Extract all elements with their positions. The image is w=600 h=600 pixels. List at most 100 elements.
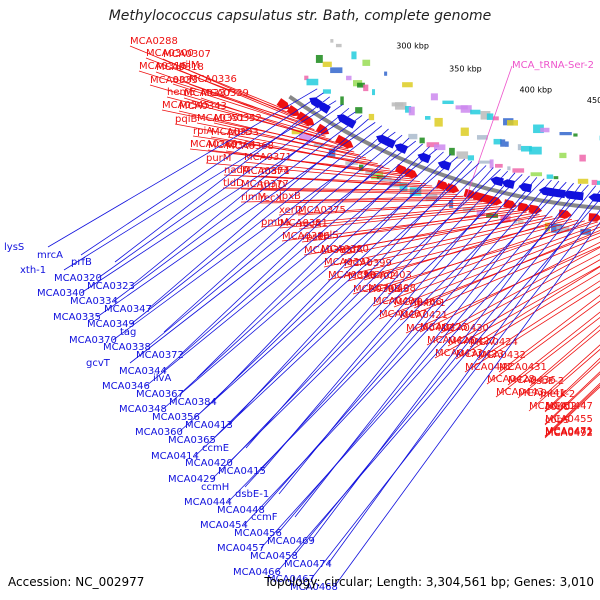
reverse-label-leader [129, 140, 417, 364]
reverse-gene-label: MCA0349 [87, 319, 135, 330]
trna-gene-label: MCA_tRNA-Ser-2 [512, 60, 594, 71]
feature-block [408, 133, 418, 140]
forward-label-leader [477, 280, 600, 361]
feature-block [580, 228, 591, 235]
feature-block [363, 84, 369, 92]
feature-block [556, 226, 570, 233]
reverse-label-leader [243, 181, 567, 526]
feature-block [368, 113, 375, 121]
reverse-gene-label: MCA0367 [136, 389, 184, 400]
forward-label-leader [544, 373, 600, 426]
feature-block [394, 102, 407, 110]
forward-gene-arrow [276, 98, 290, 110]
feature-block [505, 141, 509, 147]
reverse-gene-label: MCA0384 [169, 397, 217, 408]
forward-gene-arrow [394, 163, 409, 175]
forward-gene-label: MCA0351 [197, 113, 245, 124]
forward-gene-label: MCA0455 [545, 414, 593, 425]
reverse-gene-label: MCA0468 [290, 582, 338, 593]
reverse-gene-label: MCA0372 [136, 350, 184, 361]
reverse-gene-label: mrcA [37, 250, 63, 261]
reverse-gene-label: MCA0365 [168, 435, 216, 446]
reverse-label-leader [96, 122, 376, 318]
forward-gene-arrow [435, 179, 450, 190]
forward-label-leader [213, 122, 367, 159]
reverse-gene-label: MCA0338 [103, 342, 151, 353]
feature-block [480, 110, 491, 120]
forward-label-leader [340, 214, 540, 256]
feature-block [530, 172, 543, 177]
tick-label: 350 kbp [449, 64, 482, 73]
tick-label: 450 kbp [587, 96, 600, 105]
feature-block [559, 132, 572, 136]
forward-label-leader [544, 384, 600, 438]
reverse-gene-label: MCA0347 [104, 304, 152, 315]
reverse-label-leader [145, 148, 437, 387]
forward-gene-label: MCA0443 [496, 387, 544, 398]
forward-gene-label: nadA [224, 165, 250, 176]
reverse-gene-label: xth-1 [20, 265, 46, 276]
feature-block [492, 116, 499, 121]
forward-gene-label: cobU [545, 402, 570, 413]
forward-gene-label: cafA [341, 245, 363, 256]
forward-gene-arrow [315, 123, 330, 135]
forward-gene-label: MCA0381 [280, 218, 328, 229]
forward-gene-label: MCA0408 [368, 283, 416, 294]
forward-gene-label: MCA0432 [478, 350, 526, 361]
feature-block [402, 82, 413, 88]
reverse-label-leader [163, 128, 389, 333]
feature-block [486, 213, 499, 218]
forward-gene-label: MCA0345 [162, 100, 210, 111]
reverse-label-leader [80, 92, 324, 256]
forward-gene-label: MCA0431 [499, 362, 547, 373]
forward-label-leader [495, 316, 600, 398]
reverse-gene-label: MCA0415 [218, 466, 266, 477]
forward-label-leader [178, 69, 298, 120]
reverse-gene-label: MCA0444 [184, 497, 232, 508]
forward-gene-label: recX [260, 193, 283, 204]
reverse-gene-label: MCA0344 [119, 366, 167, 377]
forward-label-leader [498, 294, 600, 373]
reverse-gene-label: MCA0340 [37, 288, 85, 299]
reverse-gene-label: MCA0466 [233, 567, 281, 578]
reverse-label-leader [80, 111, 356, 294]
feature-block [529, 146, 542, 155]
forward-gene-label: pqiB [175, 114, 197, 125]
forward-gene-label: MCA0430 [441, 323, 489, 334]
forward-gene-label: MCA0369 [190, 139, 238, 150]
forward-label-leader [469, 266, 600, 348]
forward-label-leader [464, 286, 600, 373]
forward-gene-label: MCA0380 [321, 244, 369, 255]
reverse-label-leader [228, 161, 473, 426]
reverse-gene-label: ccmH [201, 482, 229, 493]
feature-block [379, 177, 392, 182]
feature-block [299, 133, 312, 141]
feature-block [520, 145, 532, 152]
forward-label-leader [240, 197, 470, 203]
feature-block [345, 161, 358, 165]
feature-block [467, 155, 475, 161]
forward-label-leader [200, 97, 343, 147]
reverse-gene-label: MCA0467 [267, 574, 315, 585]
reverse-gene-label: MCA0334 [70, 296, 118, 307]
reverse-label-leader [178, 163, 480, 433]
forward-gene-label: MCA0307 [163, 49, 211, 60]
forward-gene-label: MCA0426 [427, 335, 475, 346]
forward-gene-label: MCA0375 [298, 205, 346, 216]
forward-gene-label: MCA0403 [364, 270, 412, 281]
forward-gene-arrow [301, 114, 315, 126]
reverse-gene-arrow [518, 183, 533, 193]
forward-gene-label: MCA0333 [150, 75, 198, 86]
forward-label-leader [544, 382, 600, 437]
forward-gene-label: MCA0390 [328, 270, 376, 281]
reverse-label-leader [162, 143, 423, 372]
forward-gene-label: MCA0391 [324, 257, 372, 268]
forward-gene-label: MCA0288 [130, 36, 178, 47]
forward-label-leader [486, 300, 600, 385]
feature-block [330, 67, 343, 74]
feature-block [315, 54, 323, 63]
genome-summary: Topology: circular; Length: 3,304,561 bp… [264, 575, 594, 589]
forward-label-leader [447, 259, 600, 347]
forward-gene-label: MCA0447 [545, 401, 593, 412]
